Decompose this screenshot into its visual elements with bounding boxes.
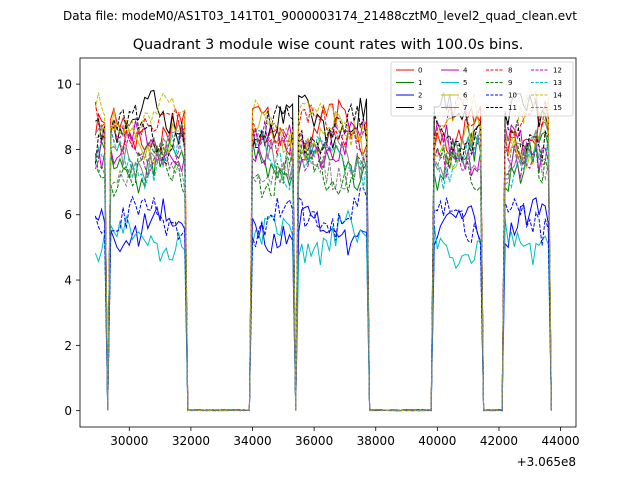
y-axis-ticks: 0 2 4 6 8 10 [57, 78, 80, 418]
x-axis-offset-label: +3.065e8 [517, 455, 576, 469]
series-line-11 [94, 102, 552, 412]
legend-label-7: 7 [463, 104, 467, 112]
y-tick-label: 8 [64, 143, 72, 157]
series-line-2 [95, 196, 552, 412]
series-line-3 [95, 89, 552, 412]
legend-label-4: 4 [463, 67, 468, 75]
legend-box [390, 61, 574, 117]
legend-label-2: 2 [418, 92, 422, 100]
series-line-1 [94, 131, 552, 412]
series-line-13 [94, 129, 552, 412]
x-tick-label: 42000 [480, 434, 518, 448]
legend-label-5: 5 [463, 79, 467, 87]
legend-label-9: 9 [508, 79, 512, 87]
legend-label-11: 11 [508, 104, 517, 112]
x-axis-ticks: 30000 32000 34000 36000 38000 40000 42000 44000 [110, 427, 580, 448]
x-tick-label: 32000 [172, 434, 210, 448]
legend-label-10: 10 [508, 92, 517, 100]
chart-title: Quadrant 3 module wise count rates with … [133, 37, 524, 53]
series-line-4 [94, 119, 552, 412]
y-tick-label: 0 [64, 404, 72, 418]
y-tick-label: 6 [64, 208, 72, 222]
series-layer [94, 89, 552, 412]
figure-suptitle: Data file: modeM0/AS1T03_141T01_90000031… [63, 9, 577, 23]
y-tick-label: 2 [64, 339, 72, 353]
series-line-6 [95, 109, 552, 412]
x-tick-label: 30000 [110, 434, 148, 448]
series-line-9 [94, 139, 552, 412]
x-tick-label: 34000 [233, 434, 271, 448]
legend-label-3: 3 [418, 104, 422, 112]
plot-area [94, 89, 552, 412]
y-tick-label: 4 [64, 274, 72, 288]
legend-label-8: 8 [508, 67, 512, 75]
y-tick-label: 10 [57, 78, 72, 92]
x-tick-label: 38000 [357, 434, 395, 448]
legend-label-15: 15 [553, 104, 562, 112]
x-tick-label: 44000 [542, 434, 580, 448]
legend-label-0: 0 [418, 67, 422, 75]
legend-label-13: 13 [553, 79, 562, 87]
axes-frame [79, 57, 577, 428]
legend-label-12: 12 [553, 67, 562, 75]
series-line-5 [94, 209, 552, 412]
series-line-12 [94, 120, 552, 412]
legend-label-1: 1 [418, 79, 422, 87]
series-line-10 [94, 187, 552, 412]
legend-label-14: 14 [553, 92, 562, 100]
series-line-8 [94, 95, 552, 412]
legend-label-6: 6 [463, 92, 468, 100]
x-tick-label: 40000 [418, 434, 456, 448]
x-tick-label: 36000 [295, 434, 333, 448]
series-line-15 [94, 134, 552, 412]
